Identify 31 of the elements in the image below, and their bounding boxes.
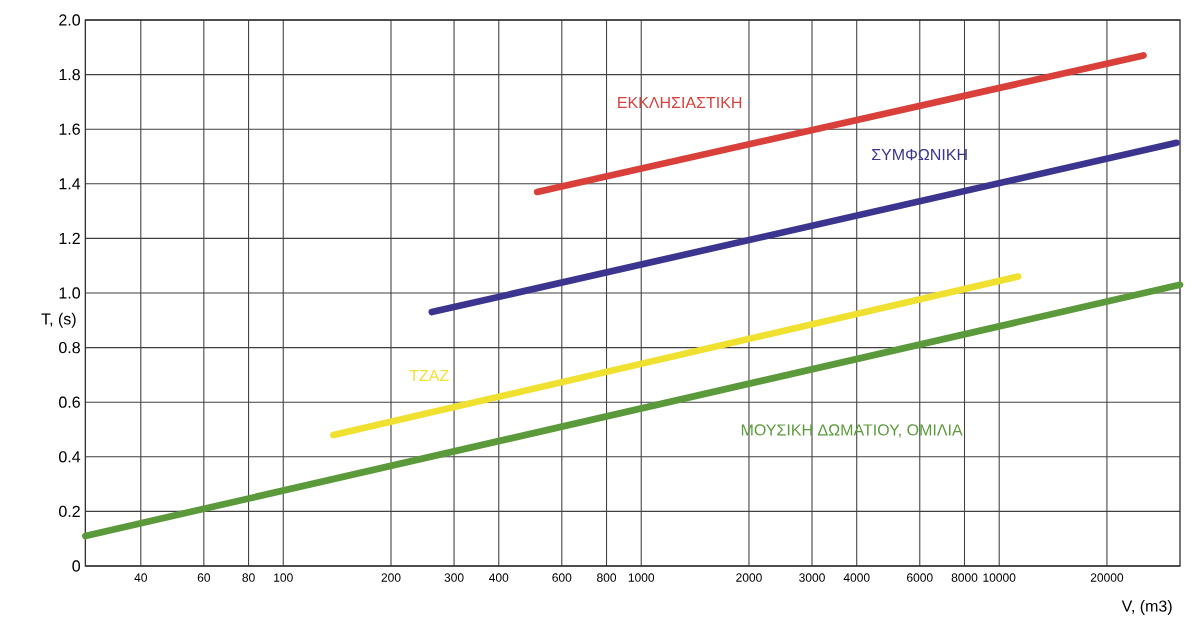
x-tick-label: 80 <box>242 573 255 582</box>
x-tick-label: 4000 <box>843 573 870 582</box>
y-tick-label: 1.6 <box>59 123 80 135</box>
x-tick-label: 300 <box>444 573 464 582</box>
y-tick-label: 0 <box>72 560 81 572</box>
y-tick-label: 0.8 <box>59 341 80 354</box>
x-tick-label: 100 <box>274 573 293 582</box>
x-tick-label: 200 <box>381 573 401 582</box>
y-tick-label: 1.8 <box>59 68 80 81</box>
x-tick-label: 800 <box>597 573 617 582</box>
y-tick-label: 0.2 <box>59 505 80 518</box>
y-tick-label: 0.6 <box>59 396 80 408</box>
x-tick-label: 40 <box>134 573 148 582</box>
x-tick-label: 600 <box>552 573 572 582</box>
x-tick-label: 20000 <box>1090 573 1124 582</box>
y-tick-label: 2.0 <box>59 14 81 26</box>
x-tick-label: 6000 <box>907 573 933 582</box>
x-tick-label: 60 <box>197 573 211 582</box>
x-tick-label: 8000 <box>951 573 978 582</box>
y-tick-label: 1.0 <box>59 287 81 299</box>
y-tick-label: 1.4 <box>59 178 81 190</box>
y-tick-label: 0.4 <box>59 451 81 463</box>
x-axis-title: V, (m3) <box>1121 600 1172 615</box>
series-label: ΤΖΑΖ <box>409 369 449 381</box>
x-tick-label: 400 <box>489 573 509 582</box>
y-tick-label: 1.2 <box>59 232 80 244</box>
x-tick-label: 2000 <box>736 573 762 582</box>
x-tick-label: 1000 <box>628 573 655 582</box>
y-axis-title: T, (s) <box>41 312 76 328</box>
x-tick-label: 10000 <box>983 573 1016 582</box>
x-tick-label: 3000 <box>799 573 825 582</box>
